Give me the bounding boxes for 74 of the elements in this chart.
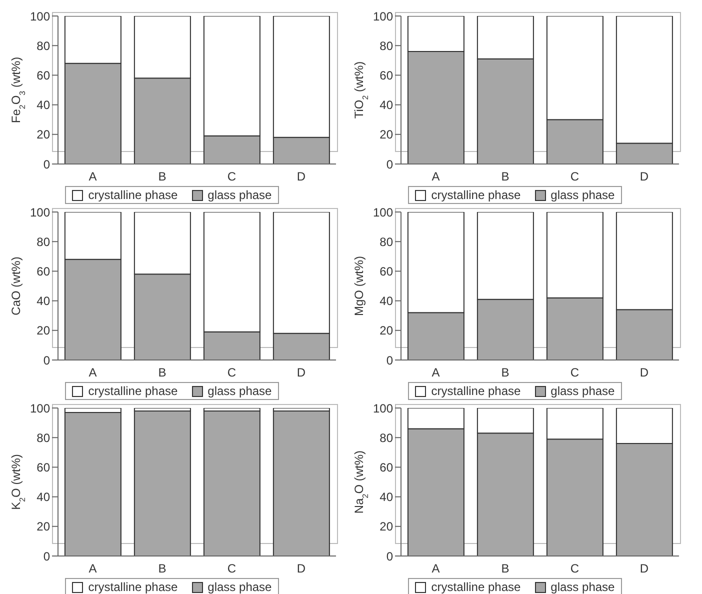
y-tick-label: 40 <box>380 294 394 308</box>
x-tick-label: A <box>88 562 97 576</box>
x-tick-label: D <box>296 170 306 184</box>
y-tick-label: 100 <box>30 9 50 24</box>
y-tick-label: 0 <box>386 157 394 172</box>
legend-label: crystalline phase <box>430 384 521 398</box>
y-axis-title: CaO (wt%) <box>9 256 23 316</box>
y-tick-label: 100 <box>372 9 394 24</box>
y-tick-label: 0 <box>43 353 50 368</box>
x-tick-label: C <box>227 366 236 380</box>
x-tick-label: C <box>570 562 580 576</box>
legend-label: glass phase <box>206 188 272 202</box>
y-tick-label: 60 <box>380 264 394 278</box>
y-tick-label: 20 <box>380 324 394 338</box>
y-axis-title: MgO (wt%) <box>352 256 366 316</box>
x-tick-label: D <box>296 562 306 576</box>
y-tick-label: 80 <box>380 430 394 445</box>
x-tick-label: C <box>227 170 236 184</box>
y-tick-label: 80 <box>36 38 50 53</box>
x-tick-label: C <box>570 170 580 184</box>
y-tick-label: 60 <box>36 264 50 278</box>
legend-label: glass phase <box>550 580 615 594</box>
x-tick-label: D <box>640 366 649 380</box>
y-tick-label: 0 <box>43 549 50 564</box>
y-tick-label: 40 <box>380 490 394 504</box>
legend-label: crystalline phase <box>87 188 178 202</box>
x-tick-label: B <box>501 562 510 576</box>
y-tick-label: 20 <box>380 520 394 534</box>
y-tick-label: 100 <box>372 401 394 416</box>
legend-label: crystalline phase <box>87 384 178 398</box>
x-tick-label: B <box>158 170 166 184</box>
legend-label: glass phase <box>206 384 272 398</box>
y-tick-label: 20 <box>380 128 394 142</box>
y-tick-label: 60 <box>36 68 50 82</box>
y-tick-label: 100 <box>30 205 50 220</box>
x-tick-label: B <box>501 366 510 380</box>
x-tick-label: B <box>158 366 166 380</box>
y-tick-label: 20 <box>36 520 50 534</box>
x-tick-label: D <box>640 170 649 184</box>
x-tick-label: A <box>88 366 97 380</box>
y-tick-label: 20 <box>36 128 50 142</box>
y-tick-label: 60 <box>36 460 50 474</box>
x-tick-label: D <box>640 562 649 576</box>
x-tick-label: A <box>432 366 440 380</box>
y-tick-label: 20 <box>36 324 50 338</box>
x-tick-label: B <box>501 170 510 184</box>
y-tick-label: 40 <box>36 294 50 308</box>
legend-label: glass phase <box>206 580 272 594</box>
y-tick-label: 100 <box>30 401 50 416</box>
x-tick-label: A <box>88 170 97 184</box>
legend-label: crystalline phase <box>430 188 521 202</box>
y-tick-label: 80 <box>36 234 50 249</box>
y-tick-label: 40 <box>36 490 50 504</box>
y-tick-label: 0 <box>43 157 50 172</box>
x-tick-label: C <box>570 366 580 380</box>
legend-label: crystalline phase <box>430 580 521 594</box>
x-tick-label: A <box>432 170 440 184</box>
y-tick-label: 80 <box>380 38 394 53</box>
y-tick-label: 0 <box>386 549 394 564</box>
y-tick-label: 0 <box>386 353 394 368</box>
legend-label: crystalline phase <box>87 580 178 594</box>
legend-label: glass phase <box>550 188 615 202</box>
y-tick-label: 100 <box>372 205 394 220</box>
y-tick-label: 60 <box>380 460 394 474</box>
y-tick-label: 60 <box>380 68 394 82</box>
y-tick-label: 80 <box>36 430 50 445</box>
y-tick-label: 40 <box>36 98 50 112</box>
legend-label: glass phase <box>550 384 615 398</box>
y-tick-label: 40 <box>380 98 394 112</box>
x-tick-label: D <box>296 366 306 380</box>
x-tick-label: B <box>158 562 166 576</box>
x-tick-label: A <box>432 562 440 576</box>
y-tick-label: 80 <box>380 234 394 249</box>
x-tick-label: C <box>227 562 236 576</box>
